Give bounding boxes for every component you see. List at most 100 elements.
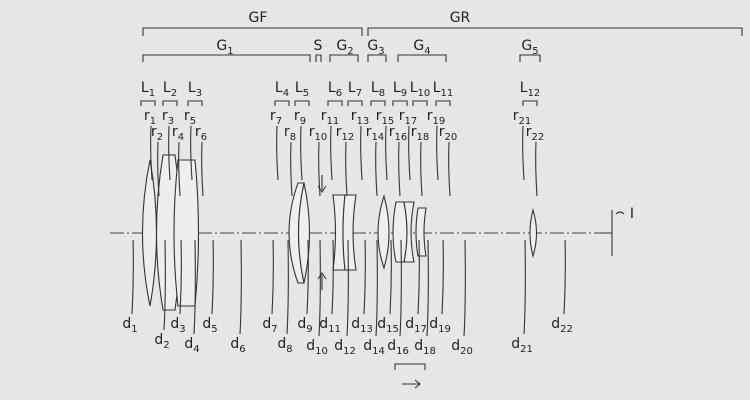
leader-line xyxy=(306,239,309,315)
surface-label: r3 xyxy=(162,108,174,127)
distance-label: d12 xyxy=(334,338,356,357)
surface-label: r9 xyxy=(294,108,306,127)
lens-label: L9 xyxy=(393,80,407,99)
leader-line xyxy=(168,125,171,181)
surface-label: r13 xyxy=(351,108,370,127)
leader-line xyxy=(239,239,242,335)
surface-label: r18 xyxy=(411,124,430,143)
leader-line xyxy=(385,125,388,181)
leader-line xyxy=(131,239,134,315)
surface-label: r2 xyxy=(151,124,163,143)
distance-label: d6 xyxy=(230,336,245,355)
lens-label: L4 xyxy=(275,80,289,99)
image-plane xyxy=(600,210,613,256)
distance-label: d4 xyxy=(184,336,199,355)
leader-line xyxy=(360,125,363,181)
image-leader xyxy=(615,211,625,215)
surface-label: r7 xyxy=(270,108,282,127)
leader-line xyxy=(276,125,279,181)
group-label: G5 xyxy=(521,38,538,57)
distance-label: d2 xyxy=(154,332,169,351)
distance-label: d19 xyxy=(429,316,451,335)
leader-line xyxy=(389,239,392,315)
lens-bracket xyxy=(412,100,428,106)
surface-label: r4 xyxy=(172,124,184,143)
lens-label: L5 xyxy=(295,80,309,99)
group-label: GR xyxy=(450,10,471,26)
leader-line xyxy=(179,239,182,315)
leader-line xyxy=(318,239,321,337)
distance-label: d16 xyxy=(387,338,409,357)
distance-label: d13 xyxy=(351,316,373,335)
distance-label: d15 xyxy=(377,316,399,335)
lens-bracket xyxy=(347,100,363,106)
leader-line xyxy=(346,239,349,337)
leader-line xyxy=(330,125,333,181)
distance-label: d7 xyxy=(262,316,277,335)
leader-line xyxy=(448,141,451,197)
leader-line xyxy=(535,141,538,197)
leader-line xyxy=(436,125,439,181)
surface-label: r6 xyxy=(195,124,207,143)
leader-line xyxy=(290,141,293,197)
surface-label: r12 xyxy=(336,124,355,143)
lens-label: L12 xyxy=(520,80,541,99)
lens-label: L2 xyxy=(163,80,177,99)
lens-label: L6 xyxy=(328,80,342,99)
surface-label: r11 xyxy=(321,108,340,127)
lens-bracket xyxy=(435,100,451,106)
distance-label: d20 xyxy=(451,338,473,357)
group-label: S xyxy=(314,38,323,54)
leader-line xyxy=(375,239,378,337)
lens-label: L10 xyxy=(410,80,431,99)
leader-line xyxy=(331,239,334,315)
leader-line xyxy=(201,141,204,197)
lens-bracket xyxy=(140,100,156,106)
distance-label: d8 xyxy=(277,336,292,355)
leader-line xyxy=(398,141,401,197)
surface-label: r17 xyxy=(399,108,418,127)
leader-line xyxy=(523,239,526,335)
leader-line xyxy=(163,239,166,331)
group-label: G2 xyxy=(336,38,353,57)
leader-line xyxy=(399,239,402,337)
distance-label: d3 xyxy=(170,316,185,335)
leader-line xyxy=(363,239,366,315)
leader-line xyxy=(417,239,420,315)
lens-bracket xyxy=(187,100,203,106)
surface-label: r8 xyxy=(284,124,296,143)
leader-line xyxy=(271,239,274,315)
brackets xyxy=(142,27,743,62)
distance-label: d22 xyxy=(551,316,573,335)
leader-line xyxy=(286,239,289,335)
lens-label: L8 xyxy=(371,80,385,99)
leader-line xyxy=(318,141,321,197)
leader-line xyxy=(463,239,466,337)
distance-label: d1 xyxy=(122,316,137,335)
distance-label: d14 xyxy=(363,338,385,357)
distance-label: d18 xyxy=(414,338,436,357)
group-label: GF xyxy=(249,10,268,26)
lens-bracket xyxy=(327,100,343,106)
distance-label: d21 xyxy=(511,336,533,355)
distance-label: d11 xyxy=(319,316,341,335)
lens-bracket xyxy=(522,100,538,106)
lens-bracket xyxy=(274,100,290,106)
surface-label: r5 xyxy=(184,108,196,127)
distance-label: d5 xyxy=(202,316,217,335)
surface-label: r16 xyxy=(389,124,408,143)
leader-line xyxy=(193,239,196,335)
lens-bracket xyxy=(294,100,310,106)
leader-line xyxy=(563,239,566,315)
surface-label: r21 xyxy=(513,108,532,127)
leader-line xyxy=(420,141,423,197)
surface-label: r15 xyxy=(376,108,395,127)
leader-line xyxy=(178,141,181,197)
leader-line xyxy=(211,239,214,315)
surface-label: r10 xyxy=(309,124,328,143)
surface-label: r1 xyxy=(144,108,156,127)
leader-line xyxy=(408,125,411,181)
group-label: G3 xyxy=(367,38,384,57)
